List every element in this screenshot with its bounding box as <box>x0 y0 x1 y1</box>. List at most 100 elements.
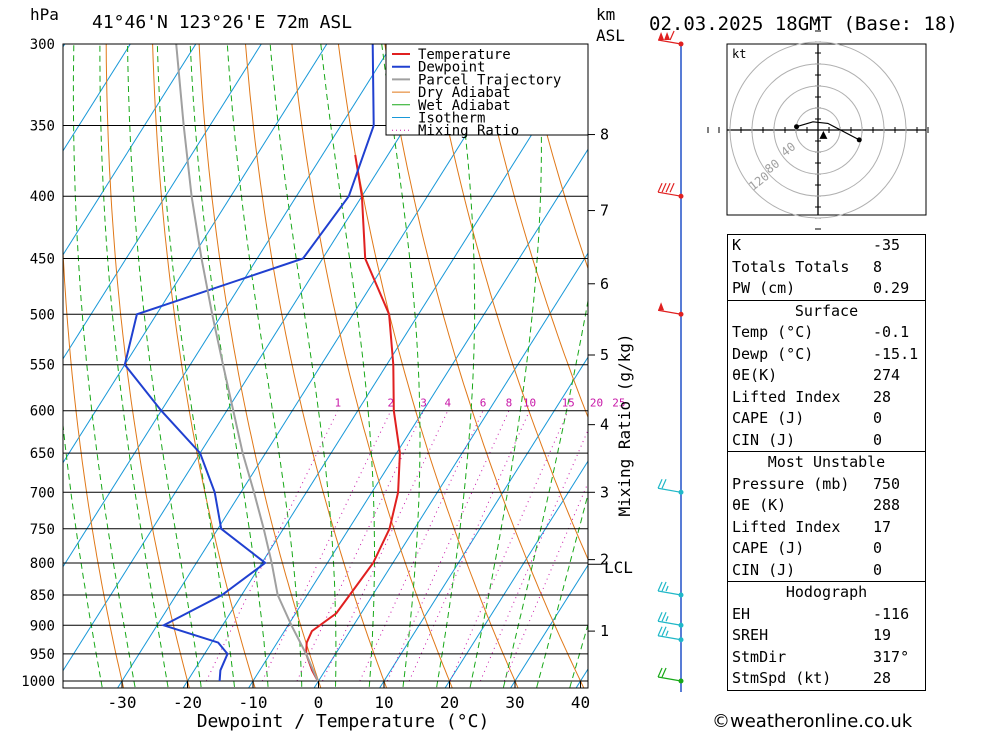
dry-adiabat-line <box>337 44 519 688</box>
height-tick-label: 5 <box>600 346 609 364</box>
pressure-tick-label: 350 <box>30 119 55 135</box>
pressure-tick-label: 450 <box>30 252 55 268</box>
most-unstable-section: Most Unstable Pressure (mb) 750 θE (K) 288 L… <box>728 451 925 581</box>
surface-label: CIN (J) <box>732 430 796 449</box>
surface-title: Surface <box>794 301 859 320</box>
pressure-tick-label: 950 <box>30 647 55 663</box>
datetime-title: 02.03.2025 18GMT (Base: 18) <box>649 13 958 35</box>
hodograph-stat-value: 28 <box>873 669 892 687</box>
hodograph-ring <box>751 63 885 197</box>
mixing-ratio-line <box>386 410 510 682</box>
surface-label: Temp (°C) <box>732 323 814 341</box>
wind-barb-flag <box>658 31 665 40</box>
wind-barb <box>657 611 682 626</box>
height-tick-label: 1 <box>600 622 609 640</box>
surface-row: CAPE (J) 0 <box>728 408 925 430</box>
wind-barb <box>657 182 682 197</box>
wet-adiabat-line <box>502 298 588 688</box>
wind-barb <box>657 667 682 682</box>
wet-adiabat-line <box>320 44 375 688</box>
hodograph-section: Hodograph EH -116 SREH 19 StmDir 317° StmSpd (… <box>728 581 925 690</box>
credit-link[interactable]: ©weatheronline.co.uk <box>712 711 913 732</box>
wind-barb-full <box>657 182 663 193</box>
wind-barb <box>657 302 682 315</box>
wet-adiabat-line <box>381 44 421 688</box>
mixing-ratio-label: 25 <box>612 397 625 410</box>
hodograph-stat-value: -116 <box>873 604 910 623</box>
most-unstable-label: Pressure (mb) <box>732 474 850 493</box>
dry-adiabat-line <box>152 44 256 688</box>
dry-adiabat-line <box>105 44 190 688</box>
pressure-unit: hPa <box>30 5 59 24</box>
wind-barb <box>657 479 682 493</box>
wet-adiabat-line <box>99 44 169 688</box>
wind-barb <box>657 626 682 641</box>
most-unstable-value: 750 <box>873 474 901 493</box>
surface-row: Temp (°C) -0.1 <box>728 322 925 344</box>
index-label: PW (cm) <box>732 279 796 297</box>
hodograph-stat-row: StmSpd (kt) 28 <box>728 668 925 690</box>
dry-adiabat-line <box>244 44 388 688</box>
legend-label: Dewpoint <box>418 60 485 76</box>
wind-barb-full <box>657 611 663 622</box>
axis-layer: -30 -20 -10 0 10 20 30 40 1 2 3 4 5 6 7 8 <box>108 126 609 712</box>
hodograph-end-dot <box>856 137 862 143</box>
pressure-tick-label: 500 <box>30 307 55 323</box>
hodograph-stat-label: StmDir <box>732 647 787 666</box>
pressure-tick-label: 400 <box>30 189 55 205</box>
wind-barb-full <box>669 182 675 193</box>
index-row: K -35 <box>728 235 925 257</box>
index-value: 8 <box>873 257 883 276</box>
dry-adiabat-line <box>523 44 588 270</box>
surface-value: -15.1 <box>873 344 919 363</box>
wind-barb-full <box>657 626 663 636</box>
wind-barb-full <box>657 479 663 489</box>
wet-adiabat-line <box>435 44 476 688</box>
mixing-ratio-line <box>359 410 484 682</box>
surface-row: θE(K) 274 <box>728 365 925 387</box>
wet-adiabat-line <box>72 44 136 688</box>
isotherm-line <box>444 460 588 688</box>
hodograph-stat-value: 317° <box>873 647 910 666</box>
most-unstable-label: CAPE (J) <box>732 539 805 557</box>
pressure-tick-label: 800 <box>30 556 55 572</box>
surface-row: Dewp (°C) -15.1 <box>728 344 925 366</box>
wind-barb-full <box>661 479 667 489</box>
x-tick-label: -30 <box>108 693 137 712</box>
legend-label: Temperature <box>418 47 511 63</box>
wind-barb <box>657 30 682 45</box>
most-unstable-value: 288 <box>873 496 901 514</box>
index-row: PW (cm) 0.29 <box>728 278 925 300</box>
hodograph-stat-row: EH -116 <box>728 604 925 626</box>
hodograph-stat-row: StmDir 317° <box>728 647 925 669</box>
surface-label: CAPE (J) <box>732 409 805 427</box>
isotherm-line <box>63 44 262 360</box>
surface-label: Dewp (°C) <box>732 344 814 363</box>
mixing-ratio-label: 2 <box>387 397 394 410</box>
index-row: Totals Totals 8 <box>728 257 925 279</box>
height-tick-label: 4 <box>600 416 609 434</box>
wet-adiabat-line <box>63 421 103 688</box>
surface-value: 28 <box>873 387 892 406</box>
wind-barb-staff <box>657 635 682 641</box>
most-unstable-label: θE (K) <box>732 496 787 514</box>
pressure-tick-label: 650 <box>30 446 55 462</box>
wind-profile <box>657 30 684 692</box>
isotherm-line <box>247 148 588 688</box>
wet-adiabat-line <box>469 44 542 688</box>
most-unstable-value: 0 <box>873 560 883 579</box>
height-tick-label: 6 <box>600 275 609 293</box>
hodograph-ring <box>773 85 863 175</box>
surface-value: -0.1 <box>873 323 910 341</box>
wind-barb-full <box>657 667 663 678</box>
wet-adiabat-line <box>569 622 588 688</box>
x-tick-label: 40 <box>571 693 590 712</box>
x-tick-label: 10 <box>374 693 393 712</box>
isotherm-line <box>63 44 328 464</box>
mixing-ratio-label: 15 <box>562 397 575 410</box>
pressure-tick-label: 900 <box>30 618 55 634</box>
wind-barb-full <box>669 30 675 41</box>
profile-layer <box>123 44 401 682</box>
